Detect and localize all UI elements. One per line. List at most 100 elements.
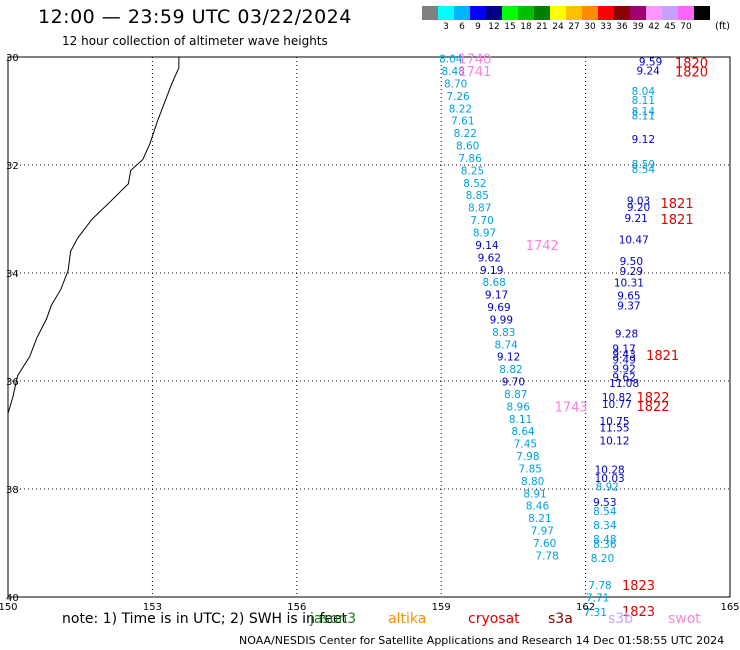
east-track-value: 7.78 [588,580,611,592]
west-track-value: 8.87 [468,203,491,215]
east-track-value: 8.36 [593,539,617,551]
longitude-tick-label: 165 [720,602,740,613]
map-title: 12:00 — 23:59 UTC 03/22/2024 [38,6,352,28]
west-track-value: 8.11 [509,414,532,426]
west-track-value: 8.82 [499,364,522,376]
latitude-tick-label: 34 [6,269,19,280]
color-swatch [646,6,662,20]
west-track-value: 8.97 [473,228,496,240]
west-track-value: 7.86 [458,153,482,165]
color-swatch [614,6,630,20]
color-swatch [534,6,550,20]
pass-time-label: 1821 [646,349,679,364]
color-scale-unit: (ft) [715,21,731,32]
east-track-value: 9.37 [617,300,640,312]
east-track-value: 9.65 [617,291,640,303]
east-track-value: 9.53 [593,497,616,509]
color-swatch [486,6,502,20]
west-track-value: 9.70 [502,377,525,389]
legend-item-swot: swot [668,611,701,627]
east-track-value: 9.20 [627,202,650,214]
map-frame [7,56,731,598]
pass-time-label: 1821 [661,197,694,212]
east-track-value: 9.12 [632,134,655,146]
color-swatch [566,6,582,20]
footnote: note: 1) Time is in UTC; 2) SWH is in fe… [62,611,348,627]
color-scale-label: 21 [536,22,548,32]
longitude-tick-label: 150 [0,602,18,613]
west-track-value: 9.17 [485,290,508,302]
west-track-value: 8.46 [526,501,550,513]
pass-time-label: 1742 [526,239,559,254]
west-track-value: 8.22 [449,103,472,115]
latitude-tick-label: 36 [6,377,19,388]
west-track-value: 9.99 [490,314,513,326]
east-track-value: 8.92 [596,481,619,493]
east-track-value: 9.29 [620,266,643,278]
longitude-tick-label: 162 [576,602,596,613]
west-track-value: 7.98 [516,451,539,463]
legend-item-cryosat: cryosat [468,611,520,627]
east-track-value: 11.08 [609,378,639,390]
east-track-value: 9.43 [612,349,635,361]
latitude-tick-label: 38 [6,485,19,496]
west-track-value: 8.64 [511,426,535,438]
west-track-value: 8.22 [454,128,477,140]
west-track-value: 8.60 [456,141,479,153]
east-track-value: 8.11 [632,95,655,107]
east-track-value: 9.17 [612,344,635,356]
west-track-value: 8.21 [528,513,551,525]
color-swatch [518,6,534,20]
west-track-value: 8.87 [504,389,527,401]
west-track-value: 7.26 [446,91,470,103]
color-swatch [422,6,438,20]
color-swatch [598,6,614,20]
east-track-value: 9.03 [627,196,650,208]
color-swatch [470,6,486,20]
credit-footer: NOAA/NESDIS Center for Satellite Applica… [239,634,725,647]
legend-item-s3a: s3a [548,611,573,627]
legend-item-s3b: s3b [608,611,634,627]
east-track-value: 10.28 [595,465,625,477]
pass-time-label: 1823 [622,605,655,620]
west-track-value: 8.52 [463,178,486,190]
east-track-value: 9.50 [620,256,643,268]
color-swatch [678,6,694,20]
east-track-value: 7.71 [586,593,609,605]
west-track-value: 7.97 [531,526,554,538]
latitude-tick-label: 40 [6,593,19,604]
west-track-value: 9.12 [497,352,520,364]
west-track-value: 9.19 [480,265,503,277]
east-track-value: 9.28 [615,328,638,340]
color-scale-label: 3 [443,22,449,32]
pass-time-label: 1822 [636,400,669,415]
east-track-value: 8.04 [632,86,656,98]
color-swatch [502,6,518,20]
east-track-value: 8.48 [593,534,616,546]
west-track-value: 8.48 [442,66,465,78]
color-scale-label: 12 [488,22,500,32]
color-scale-label: 24 [552,22,564,32]
west-track-value: 9.14 [475,240,499,252]
color-scale-bar [422,6,710,20]
pass-time-label: 1740 [458,53,491,68]
east-track-value: 8.20 [591,553,614,565]
west-track-value: 7.60 [533,538,556,550]
color-swatch [662,6,678,20]
pass-time-label: 1823 [622,579,655,594]
color-scale-label: 18 [520,22,532,32]
color-scale-label: 33 [600,22,612,32]
color-scale-labels: 3 6 9 12 15 18 21 24 27 30 33 36 39 42 45 70 [422,22,710,32]
longitude-tick-label: 156 [287,602,307,613]
pass-time-label: 1820 [675,56,708,71]
color-scale-label: 39 [632,22,644,32]
color-swatch [454,6,470,20]
legend-item-jason3: jason3 [310,611,357,627]
west-track-value: 7.70 [470,215,493,227]
color-scale-label: 6 [459,22,465,32]
west-track-value: 7.61 [451,116,474,128]
west-track-value: 8.80 [521,476,544,488]
color-swatch [550,6,566,20]
latitude-tick-label: 30 [6,53,19,64]
